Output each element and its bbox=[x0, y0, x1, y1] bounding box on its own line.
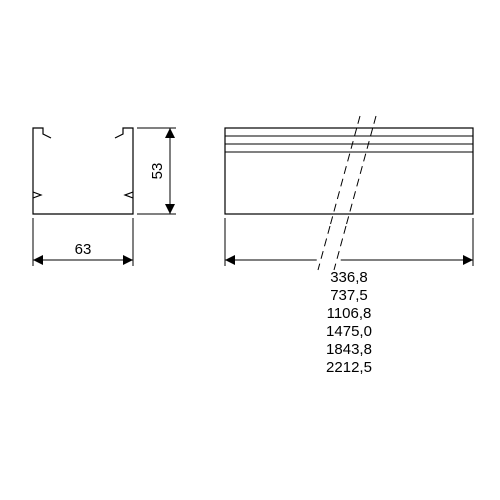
break-line-ext bbox=[318, 226, 330, 270]
dim-arrow bbox=[225, 255, 235, 265]
break-lines bbox=[318, 116, 376, 270]
profile-outline bbox=[33, 128, 133, 214]
dim-width-label: 63 bbox=[75, 241, 92, 258]
technical-diagram: 63 53 336,8737,51106,81475,01843,82212,5 bbox=[0, 0, 500, 500]
dim-arrow bbox=[33, 255, 43, 265]
length-value: 336,8 bbox=[330, 269, 368, 286]
length-value: 737,5 bbox=[330, 287, 368, 304]
length-value-list: 336,8737,51106,81475,01843,82212,5 bbox=[326, 269, 372, 376]
dim-arrow bbox=[165, 204, 175, 214]
side-rect bbox=[225, 128, 473, 214]
dimension-height: 53 bbox=[137, 128, 176, 214]
length-value: 1106,8 bbox=[327, 305, 372, 322]
cross-section-profile bbox=[33, 128, 133, 214]
dim-arrow bbox=[123, 255, 133, 265]
break-line-ext bbox=[334, 226, 346, 270]
dimension-width: 63 bbox=[33, 218, 133, 266]
length-value: 2212,5 bbox=[326, 359, 372, 376]
dim-arrow bbox=[463, 255, 473, 265]
side-longitudinal-lines bbox=[225, 136, 473, 152]
length-value: 1843,8 bbox=[326, 341, 372, 358]
side-view bbox=[225, 116, 473, 270]
profile-notches bbox=[33, 192, 133, 198]
break-line bbox=[330, 116, 360, 226]
dim-arrow bbox=[165, 128, 175, 138]
dim-height-label: 53 bbox=[149, 163, 166, 180]
length-value: 1475,0 bbox=[326, 323, 372, 340]
dimension-length: 336,8737,51106,81475,01843,82212,5 bbox=[225, 218, 473, 376]
break-line bbox=[346, 116, 376, 226]
